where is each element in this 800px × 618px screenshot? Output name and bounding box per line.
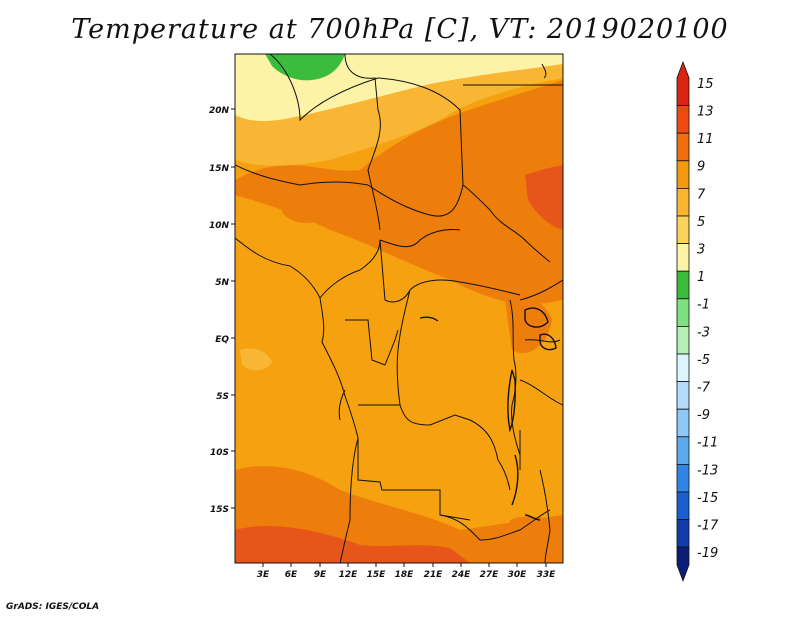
temperature-field [235, 54, 563, 563]
colorbar-label: -19 [697, 546, 718, 561]
colorbar-label: -17 [697, 519, 719, 534]
colorbar-label: -15 [697, 491, 718, 506]
country-borders [235, 54, 563, 563]
colorbar-label: -9 [697, 408, 710, 423]
colorbar-swatch [676, 436, 690, 465]
field-green-patch [265, 54, 345, 81]
colorbar-swatch [676, 519, 690, 548]
colorbar-label: 3 [697, 243, 705, 258]
lon-label: 24E [452, 570, 472, 580]
colorbar-label: -3 [697, 325, 710, 340]
colorbar-swatch [676, 187, 690, 217]
colorbar-label: -7 [697, 381, 711, 396]
longitude-axis: 3E 6E 9E 12E 15E 18E 21E 24E 27E 30E 33E [257, 563, 556, 580]
colorbar-swatch [676, 160, 690, 189]
colorbar-swatch [676, 60, 690, 106]
colorbar-label: 15 [697, 77, 714, 92]
credit-text: GrADS: IGES/COLA [6, 602, 100, 612]
lon-label: 21E [424, 570, 444, 580]
map-frame [234, 53, 564, 564]
colorbar-swatch [676, 408, 690, 438]
colorbar-label: 5 [697, 215, 705, 230]
colorbar-swatch [676, 215, 690, 245]
lat-label: 20N [209, 106, 230, 116]
lat-label: 5S [216, 392, 229, 402]
lon-label: 6E [285, 570, 298, 580]
lat-label: 10N [209, 221, 230, 231]
lon-label: 33E [537, 570, 557, 580]
chart-title: Temperature at 700hPa [C], VT: 201902010… [71, 14, 729, 45]
lat-label: 10S [210, 448, 229, 458]
lat-label: 15N [209, 164, 230, 174]
colorbar-swatch [676, 270, 690, 300]
colorbar-label: 11 [697, 132, 714, 147]
colorbar-label: 7 [697, 187, 706, 202]
colorbar-swatch [676, 381, 690, 410]
colorbar-swatch [676, 243, 690, 272]
colorbar-label: 1 [697, 270, 705, 285]
lon-label: 3E [257, 570, 270, 580]
colorbar-swatch [676, 353, 690, 383]
lon-label: 30E [508, 570, 528, 580]
colorbar-swatch [676, 546, 690, 582]
lakes [419, 307, 557, 521]
field-central-hot-2 [280, 191, 330, 223]
field-southeast-hot [505, 516, 563, 563]
colorbar-swatch [676, 298, 690, 327]
field-central-hot [420, 227, 470, 270]
colorbar-label: -13 [697, 463, 718, 478]
lon-label: 9E [314, 570, 327, 580]
lon-label: 18E [395, 570, 415, 580]
lat-label: 15S [210, 505, 229, 515]
colorbar-label: 13 [697, 105, 714, 120]
colorbar-label: 9 [697, 160, 705, 175]
colorbar-label: -11 [697, 436, 718, 451]
lon-label: 12E [339, 570, 359, 580]
lat-label: 5N [215, 278, 229, 288]
field-south-hot [235, 525, 470, 563]
colorbar: 15 13 11 9 7 5 3 1 -1 -3 -5 -7 -9 -11 -13 -15 -17 -19 [676, 60, 719, 582]
colorbar-swatch [676, 132, 690, 162]
colorbar-label: -1 [697, 298, 710, 313]
colorbar-label: -5 [697, 353, 710, 368]
field-east-hot [525, 165, 563, 230]
colorbar-swatch [676, 325, 690, 355]
colorbar-swatch [676, 463, 690, 493]
lon-label: 15E [367, 570, 387, 580]
lat-label: EQ [215, 335, 229, 345]
colorbar-swatch [676, 105, 690, 134]
field-north-warm [235, 80, 563, 304]
colorbar-swatch [676, 491, 690, 521]
lon-label: 27E [480, 570, 500, 580]
latitude-axis: 20N 15N 10N 5N EQ 5S 10S 15S [209, 106, 235, 515]
field-west-mild [240, 348, 272, 371]
